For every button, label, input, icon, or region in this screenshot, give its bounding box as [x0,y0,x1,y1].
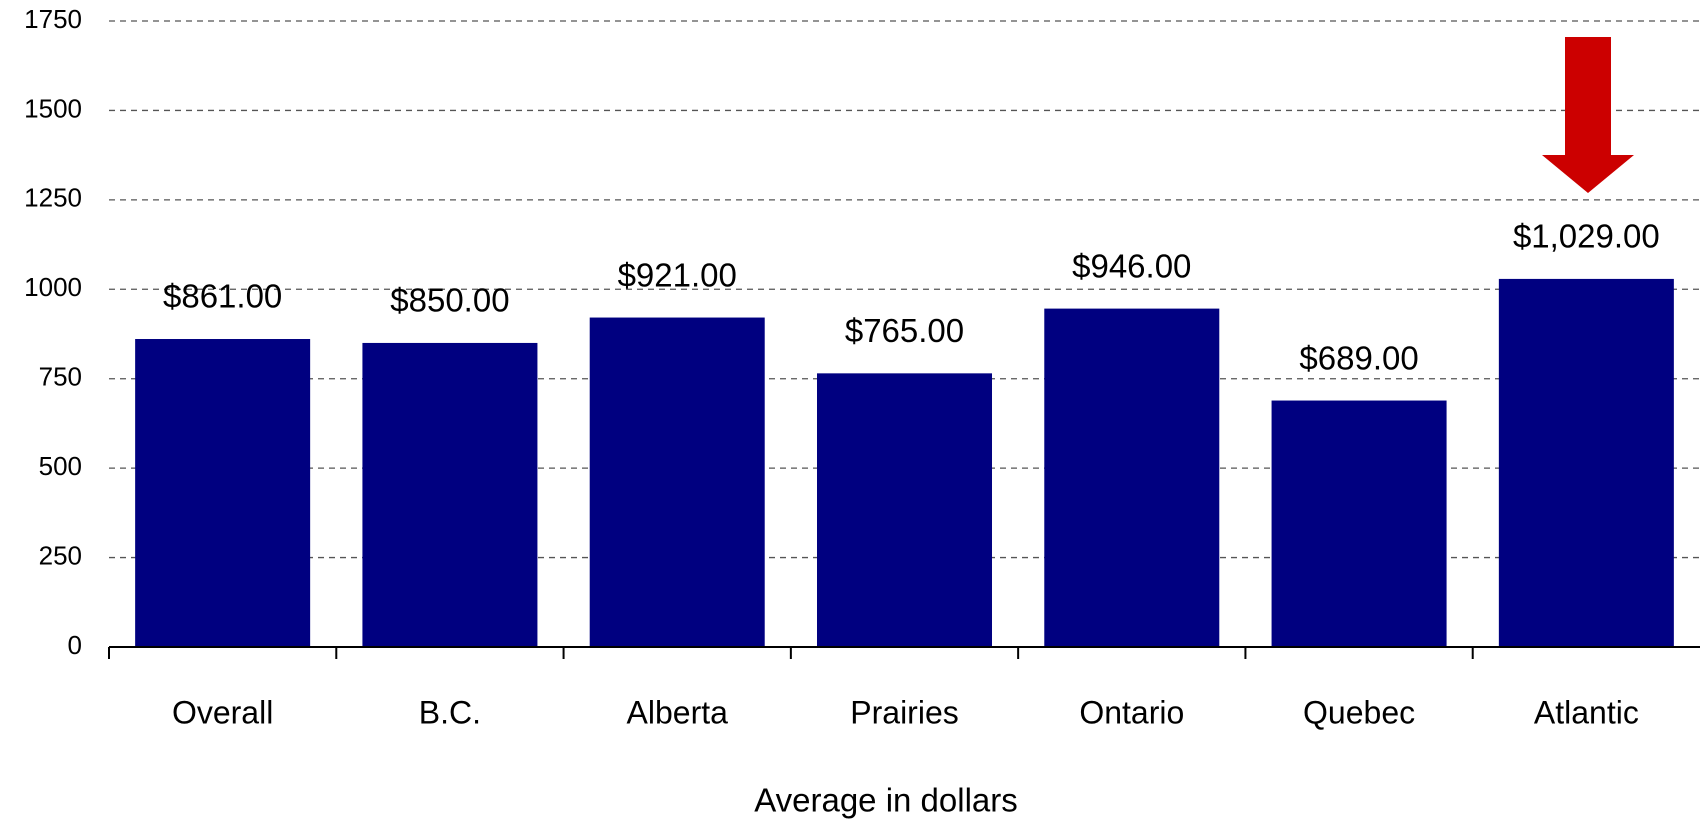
bar [135,339,311,647]
value-label: $765.00 [845,312,964,349]
y-tick-label: 1250 [24,183,82,213]
y-tick-label: 500 [39,451,82,481]
x-tick-label: Ontario [1079,694,1184,730]
x-tick-label: Alberta [627,694,729,730]
value-label: $861.00 [163,278,282,315]
x-tick-label: Atlantic [1534,694,1639,730]
bar [816,373,993,647]
value-label: $921.00 [618,256,737,293]
x-tick-label: Quebec [1303,694,1415,730]
value-label: $946.00 [1072,247,1191,284]
bar [362,342,538,647]
y-tick-label: 1000 [24,272,82,302]
y-tick-label: 0 [68,630,82,660]
x-tick-label: Prairies [850,694,958,730]
x-tick-label: Overall [172,694,273,730]
y-tick-label: 1750 [24,4,82,34]
bar [589,317,765,647]
bar [1044,308,1220,647]
bar [1271,400,1447,647]
highlight-arrow [1542,37,1634,193]
value-label: $689.00 [1299,339,1418,376]
value-label: $850.00 [390,282,509,319]
y-tick-label: 1500 [24,93,82,123]
y-tick-label: 750 [39,362,82,392]
x-tick-label: B.C. [419,694,481,730]
value-label: $1,029.00 [1513,218,1660,255]
bar [1498,278,1674,647]
x-axis-label: Average in dollars [754,782,1018,819]
y-tick-label: 250 [39,540,82,570]
